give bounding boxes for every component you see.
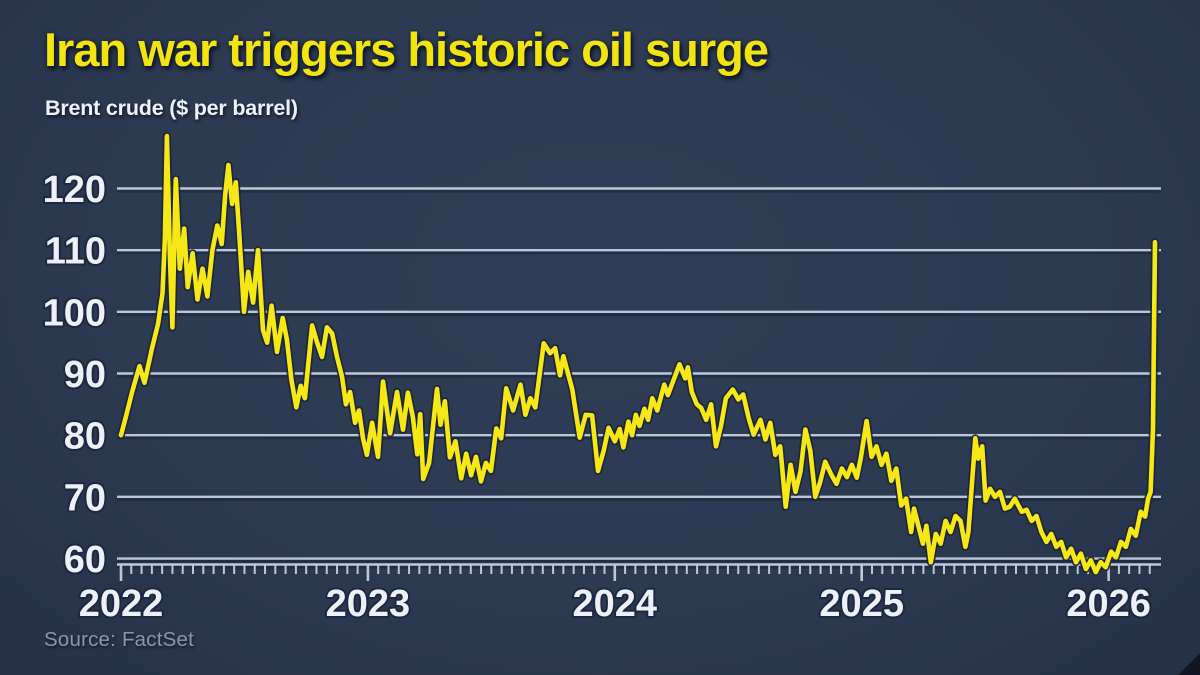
- chart-title: Iran war triggers historic oil surge: [44, 23, 769, 76]
- x-tick-label: 2022: [79, 583, 164, 625]
- source-label: Source: FactSet: [44, 628, 194, 651]
- y-tick-label: 100: [43, 292, 106, 334]
- x-tick-label: 2025: [819, 583, 904, 625]
- price-line-halo: [117, 132, 1159, 577]
- watermark-fragment: [1178, 653, 1200, 675]
- x-tick-label: 2024: [573, 583, 658, 625]
- y-tick-label: 80: [64, 416, 106, 458]
- y-tick-label: 90: [64, 354, 106, 396]
- chart-subtitle: Brent crude ($ per barrel): [45, 96, 298, 120]
- y-tick-label: 70: [64, 477, 106, 519]
- price-line: [118, 133, 1158, 575]
- y-tick-label: 110: [45, 231, 106, 273]
- y-tick-label: 60: [64, 539, 106, 581]
- y-tick-label: 120: [43, 169, 106, 211]
- x-tick-label: 2026: [1066, 583, 1151, 625]
- x-tick-label: 2023: [326, 583, 411, 625]
